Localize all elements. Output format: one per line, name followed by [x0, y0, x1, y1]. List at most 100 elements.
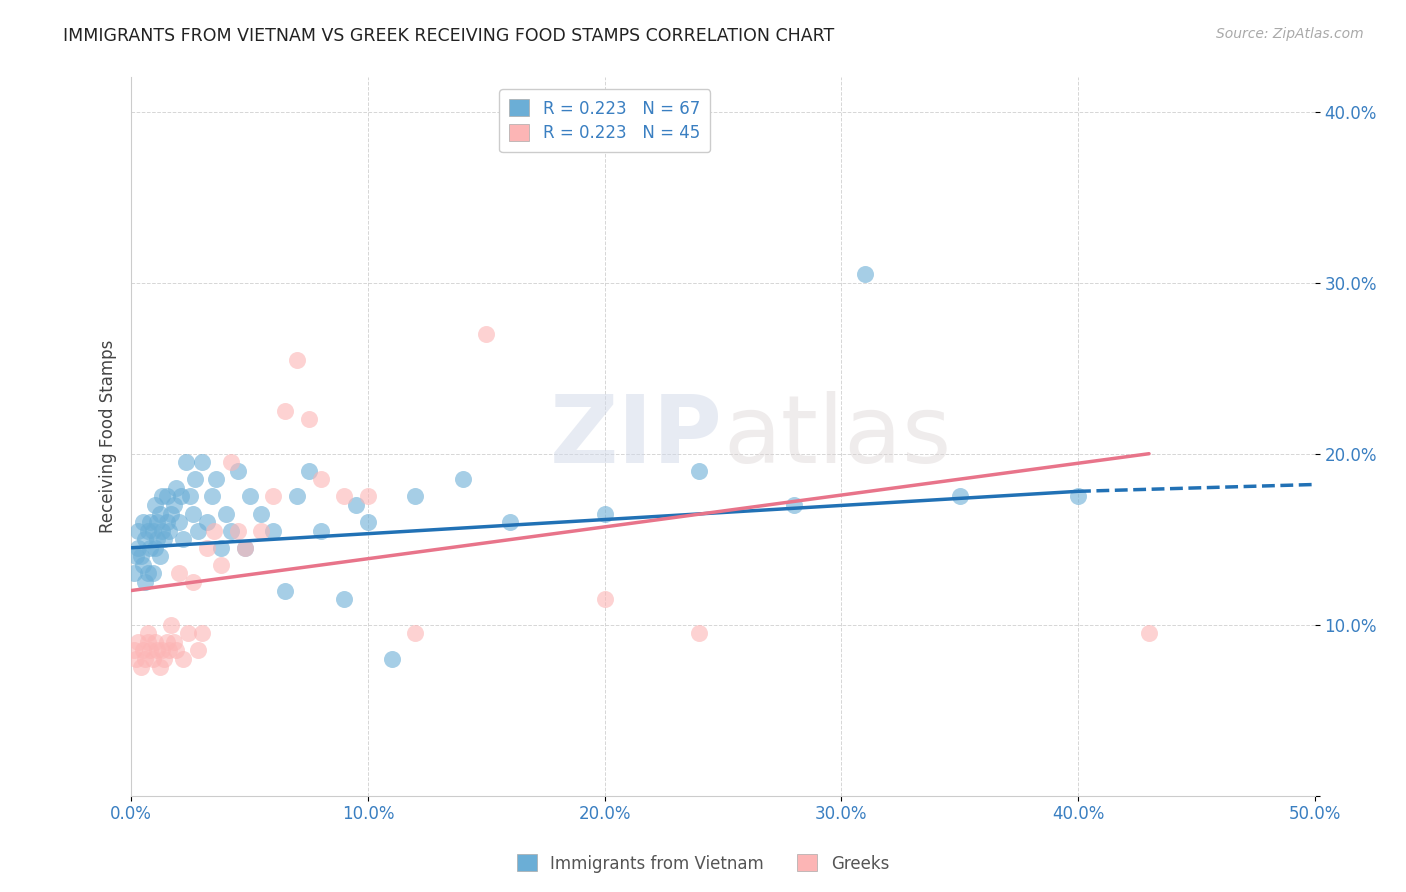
Point: [146, 515, 169, 529]
Point: [688, 626, 710, 640]
Point: [593, 592, 616, 607]
Point: [239, 490, 262, 504]
Point: [195, 515, 218, 529]
Point: [125, 549, 148, 564]
Point: [226, 464, 249, 478]
Point: [122, 566, 145, 581]
Point: [160, 617, 183, 632]
Point: [783, 498, 806, 512]
Point: [132, 515, 155, 529]
Point: [142, 652, 165, 666]
Point: [136, 566, 159, 581]
Point: [499, 515, 522, 529]
Text: IMMIGRANTS FROM VIETNAM VS GREEK RECEIVING FOOD STAMPS CORRELATION CHART: IMMIGRANTS FROM VIETNAM VS GREEK RECEIVI…: [63, 27, 835, 45]
Point: [250, 507, 273, 521]
Point: [853, 267, 876, 281]
Point: [157, 643, 180, 657]
Point: [165, 643, 187, 657]
Point: [186, 524, 208, 538]
Point: [219, 524, 242, 538]
Point: [139, 515, 162, 529]
Point: [134, 574, 156, 589]
Point: [172, 652, 194, 666]
Point: [132, 558, 155, 572]
Point: [205, 472, 228, 486]
Point: [125, 652, 148, 666]
Point: [309, 472, 332, 486]
Y-axis label: Receiving Food Stamps: Receiving Food Stamps: [100, 340, 117, 533]
Point: [150, 524, 173, 538]
Point: [156, 635, 179, 649]
Point: [136, 635, 159, 649]
Point: [688, 464, 710, 478]
Point: [274, 404, 297, 418]
Point: [153, 652, 176, 666]
Point: [186, 643, 208, 657]
Point: [195, 541, 218, 555]
Point: [262, 524, 284, 538]
Point: [233, 541, 256, 555]
Point: [146, 643, 169, 657]
Point: [167, 515, 190, 529]
Point: [219, 455, 242, 469]
Point: [274, 583, 297, 598]
Point: [179, 490, 201, 504]
Point: [143, 498, 166, 512]
Point: [127, 635, 149, 649]
Point: [184, 472, 207, 486]
Point: [149, 660, 172, 674]
Point: [167, 566, 190, 581]
Point: [127, 541, 149, 555]
Point: [160, 507, 183, 521]
Point: [262, 490, 284, 504]
Point: [177, 626, 200, 640]
Text: Source: ZipAtlas.com: Source: ZipAtlas.com: [1216, 27, 1364, 41]
Point: [127, 524, 149, 538]
Point: [357, 490, 380, 504]
Point: [298, 464, 321, 478]
Point: [143, 635, 166, 649]
Point: [309, 524, 332, 538]
Point: [226, 524, 249, 538]
Point: [156, 515, 179, 529]
Point: [344, 498, 367, 512]
Point: [181, 574, 204, 589]
Point: [1067, 490, 1090, 504]
Point: [163, 498, 186, 512]
Point: [146, 533, 169, 547]
Point: [181, 507, 204, 521]
Point: [150, 490, 173, 504]
Point: [201, 490, 224, 504]
Point: [191, 455, 214, 469]
Point: [153, 533, 176, 547]
Point: [157, 524, 180, 538]
Legend: Immigrants from Vietnam, Greeks: Immigrants from Vietnam, Greeks: [510, 847, 896, 880]
Point: [174, 455, 197, 469]
Point: [142, 566, 165, 581]
Point: [143, 541, 166, 555]
Point: [165, 481, 187, 495]
Point: [150, 643, 173, 657]
Point: [149, 507, 172, 521]
Point: [129, 660, 152, 674]
Point: [209, 558, 232, 572]
Point: [404, 490, 426, 504]
Point: [132, 643, 155, 657]
Point: [142, 524, 165, 538]
Point: [215, 507, 238, 521]
Point: [1137, 626, 1160, 640]
Point: [333, 490, 356, 504]
Point: [149, 549, 172, 564]
Point: [139, 541, 162, 555]
Point: [156, 490, 179, 504]
Point: [298, 412, 321, 426]
Point: [209, 541, 232, 555]
Point: [381, 652, 404, 666]
Point: [134, 533, 156, 547]
Point: [475, 326, 498, 341]
Point: [233, 541, 256, 555]
Text: ZIP: ZIP: [550, 391, 723, 483]
Point: [202, 524, 225, 538]
Point: [949, 490, 972, 504]
Point: [191, 626, 214, 640]
